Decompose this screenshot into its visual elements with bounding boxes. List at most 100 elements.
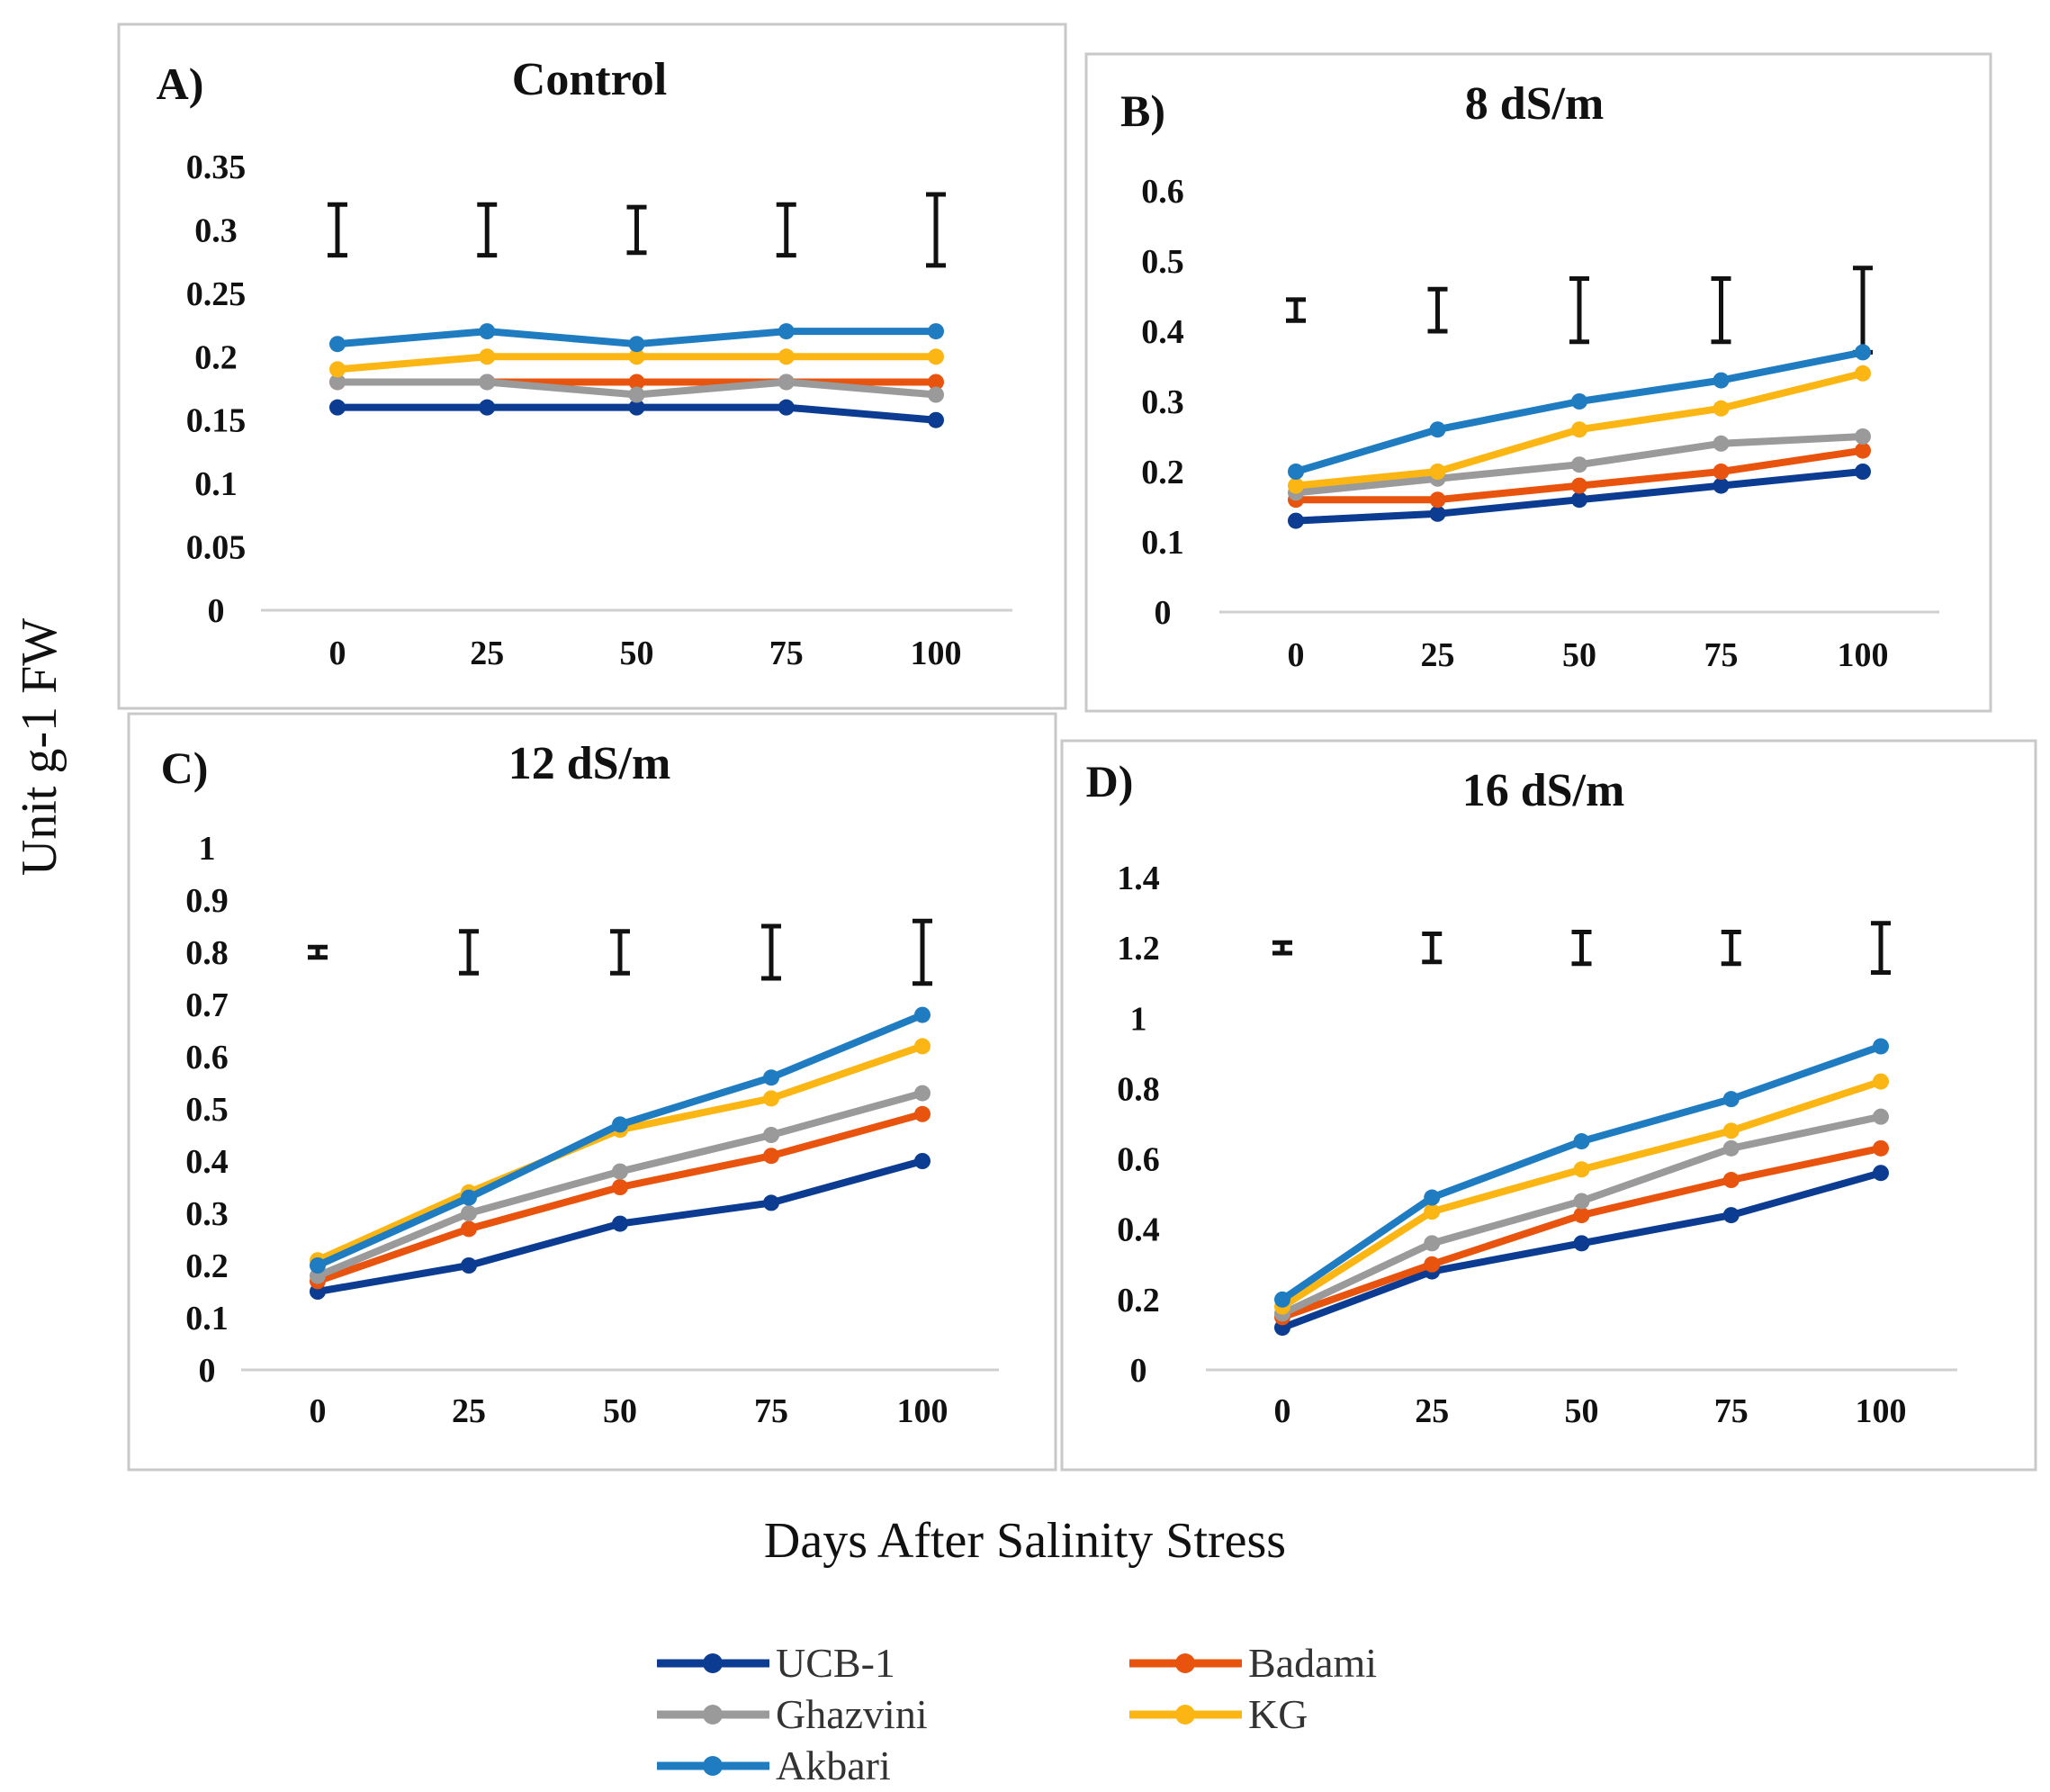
panel-title: 16 dS/m [1462, 765, 1625, 816]
data-point-ucb-1 [1429, 505, 1446, 522]
data-point-kg [1424, 1203, 1441, 1220]
legend-entry-ucb-1: UCB-1 [657, 1640, 895, 1686]
data-point-kg [1573, 1161, 1590, 1178]
y-tick-label: 0.35 [186, 149, 247, 186]
data-point-akbari [1573, 1133, 1590, 1150]
data-point-kg [1713, 400, 1730, 417]
panel-4: D) 16 dS/m 0 0.2 0.4 0.6 0.8 1 1.2 1.4 0 25 50 75 100 [1060, 739, 2037, 1472]
data-point-ucb-1 [1713, 477, 1730, 494]
data-point-badami [928, 374, 944, 391]
legend-entry-kg: KG [1129, 1691, 1308, 1737]
error-bar [761, 923, 781, 981]
data-point-badami [461, 1220, 477, 1238]
legend-swatch-marker [1175, 1705, 1195, 1724]
data-point-ghazvini [612, 1163, 628, 1180]
legend-swatch-marker [703, 1756, 723, 1776]
y-tick-label: 0.15 [186, 402, 247, 440]
data-point-badami [628, 374, 645, 391]
data-point-kg [778, 348, 795, 365]
data-point-ucb-1 [763, 1194, 779, 1211]
y-tick-label: 0.05 [186, 529, 247, 567]
data-point-ucb-1 [612, 1215, 628, 1232]
legend-swatch-marker [1175, 1653, 1195, 1673]
data-point-akbari [1713, 372, 1730, 389]
legend-entry-akbari: Akbari [657, 1742, 891, 1788]
y-axis-label: Unit g-1 FW [12, 618, 67, 876]
data-point-ghazvini [914, 1085, 931, 1102]
error-bar [328, 202, 347, 258]
legend-label: Akbari [776, 1742, 891, 1788]
error-bar [1871, 921, 1891, 975]
error-bar [1569, 276, 1589, 345]
data-point-badami [1573, 1207, 1590, 1224]
error-bar [1721, 930, 1741, 967]
legend-label: KG [1248, 1691, 1308, 1737]
x-axis-label: Days After Salinity Stress [764, 1513, 1286, 1569]
error-bar [1422, 932, 1443, 965]
data-point-ucb-1 [628, 399, 645, 416]
y-tick-label: 1 [199, 830, 216, 868]
data-point-kg [914, 1038, 931, 1055]
data-point-ucb-1 [479, 399, 496, 416]
error-bar [477, 202, 498, 258]
panel-label: C) [161, 743, 209, 793]
data-point-akbari [1424, 1189, 1441, 1206]
legend-swatch-marker [703, 1705, 723, 1724]
panel-1: A) Control 0 0.05 0.1 0.15 0.2 0.25 0.3 0.35 0 25 50… [117, 23, 1067, 710]
y-tick-label: 0.6 [185, 1039, 229, 1076]
y-tick-label: 1.4 [1117, 860, 1160, 897]
panel-label: B) [1120, 86, 1165, 136]
x-tick-label: 0 [1274, 1392, 1291, 1430]
error-bar [913, 918, 932, 986]
data-point-ghazvini [928, 386, 944, 403]
data-point-ucb-1 [1571, 491, 1587, 509]
y-tick-label: 1.2 [1117, 930, 1160, 968]
y-tick-label: 0.1 [185, 1300, 229, 1337]
data-point-ghazvini [628, 386, 645, 403]
data-point-kg [1571, 421, 1587, 438]
legend-entry-ghazvini: Ghazvini [657, 1691, 928, 1737]
data-point-akbari [310, 1257, 326, 1274]
data-point-ghazvini [763, 1127, 779, 1143]
error-bar [776, 202, 796, 258]
data-point-ucb-1 [1873, 1165, 1889, 1182]
y-tick-label: 0.4 [185, 1143, 229, 1181]
error-bar [1571, 930, 1592, 967]
data-point-ghazvini [1873, 1108, 1889, 1125]
data-point-badami [1873, 1139, 1889, 1157]
data-point-badami [1855, 442, 1871, 459]
x-tick-label: 50 [1565, 1392, 1599, 1430]
legend-label: Badami [1248, 1640, 1377, 1686]
error-bar [610, 929, 630, 976]
data-point-kg [928, 348, 944, 365]
y-tick-label: 0.8 [1117, 1070, 1160, 1108]
y-tick-label: 0.8 [185, 934, 229, 972]
x-tick-label: 0 [329, 635, 346, 672]
data-point-badami [914, 1105, 931, 1122]
error-bar [1711, 276, 1731, 345]
y-tick-label: 0.7 [185, 986, 229, 1024]
error-bar [1427, 286, 1448, 334]
data-point-akbari [928, 323, 944, 340]
x-tick-label: 75 [769, 635, 804, 672]
data-point-kg [479, 348, 496, 365]
x-tick-label: 50 [1562, 636, 1596, 674]
y-tick-label: 0.2 [1141, 454, 1184, 491]
error-bar [1286, 297, 1306, 323]
data-point-akbari [628, 336, 645, 353]
y-tick-label: 0.1 [194, 465, 238, 503]
data-point-badami [1424, 1256, 1441, 1273]
data-point-ghazvini [461, 1205, 477, 1221]
data-point-akbari [461, 1189, 477, 1206]
data-point-ucb-1 [778, 399, 795, 416]
y-tick-label: 0.6 [1117, 1141, 1160, 1179]
data-point-badami [763, 1148, 779, 1165]
panel-2: B) 8 dS/m 0 0.1 0.2 0.3 0.4 0.5 0.6 0 25 50 75 100 [1084, 52, 1992, 713]
data-point-ucb-1 [1855, 464, 1871, 480]
data-point-ghazvini [329, 374, 346, 391]
panel-3: C) 12 dS/m 0 0.1 0.2 0.3 0.4 0.5 0.6 0.7 0.8 0.9 1 0 2… [127, 712, 1057, 1472]
panel-title: Control [512, 54, 667, 105]
data-point-kg [1855, 365, 1871, 382]
y-tick-label: 0.6 [1141, 173, 1184, 211]
data-point-kg [1722, 1122, 1740, 1139]
